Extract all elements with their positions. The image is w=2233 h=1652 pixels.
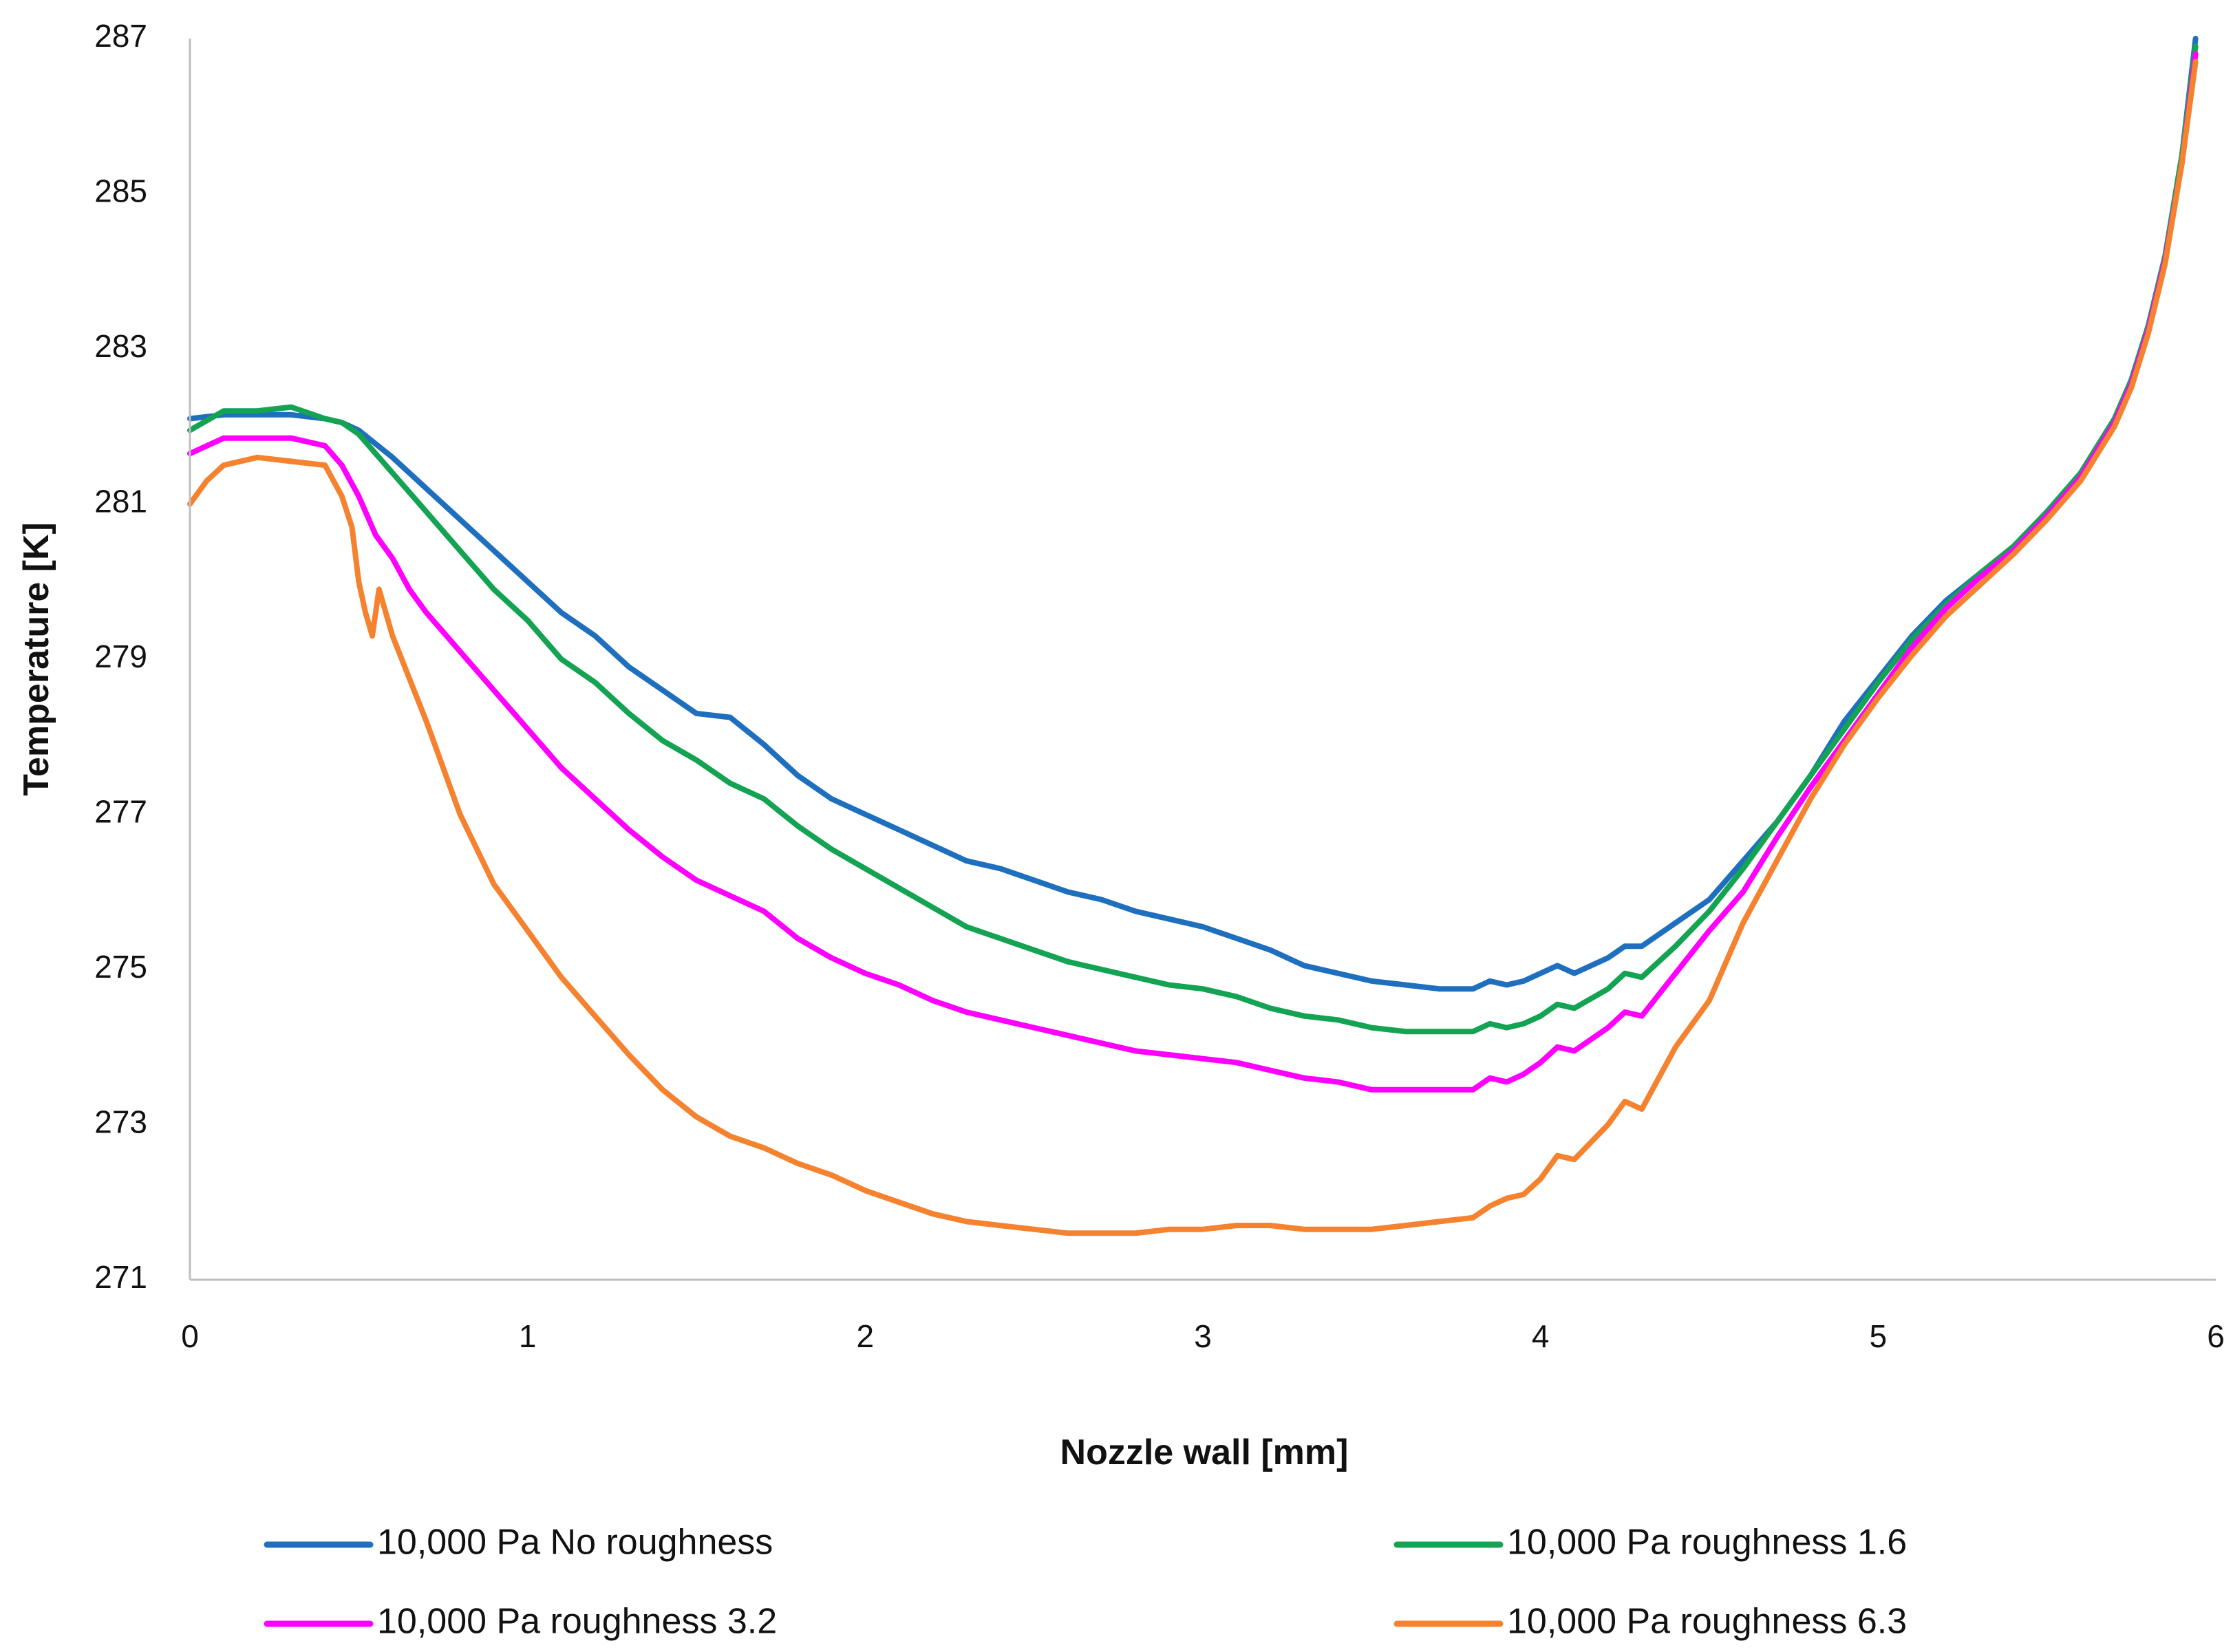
x-axis-tick-labels: 0 1 2 3 4 5 6 (181, 1318, 2225, 1354)
y-tick-label: 281 (94, 484, 147, 519)
legend: 10,000 Pa No roughness 10,000 Pa roughnes… (264, 1523, 1907, 1642)
y-tick-label: 287 (94, 18, 147, 54)
y-axis-tick-labels: 271 273 275 277 279 281 283 285 287 (94, 18, 147, 1295)
series-lines (187, 36, 2199, 1236)
y-axis-title: Temperature [K] (17, 522, 56, 796)
x-tick-label: 4 (1532, 1318, 1550, 1354)
legend-item-1: 10,000 Pa No roughness (264, 1523, 773, 1563)
x-tick-label: 3 (1194, 1318, 1212, 1354)
legend-label: 10,000 Pa roughness 3.2 (377, 1602, 777, 1642)
legend-label: 10,000 Pa roughness 1.6 (1507, 1523, 1907, 1563)
legend-item-4: 10,000 Pa roughness 6.3 (1393, 1602, 1907, 1642)
legend-item-2: 10,000 Pa roughness 1.6 (1393, 1523, 1907, 1563)
x-axis-title: Nozzle wall [mm] (1060, 1433, 1349, 1472)
x-tick-label: 5 (1870, 1318, 1888, 1354)
legend-label: 10,000 Pa roughness 6.3 (1507, 1602, 1907, 1642)
x-tick-label: 0 (181, 1318, 199, 1354)
legend-label: 10,000 Pa No roughness (377, 1523, 773, 1563)
y-tick-label: 279 (94, 639, 147, 674)
series-line-2 (187, 43, 2199, 1035)
y-tick-label: 277 (94, 794, 147, 830)
y-tick-label: 283 (94, 328, 147, 364)
y-tick-label: 285 (94, 173, 147, 209)
x-tick-label: 6 (2207, 1318, 2225, 1354)
y-tick-label: 273 (94, 1104, 147, 1140)
x-tick-label: 2 (857, 1318, 875, 1354)
y-tick-label: 271 (94, 1259, 147, 1295)
x-tick-label: 1 (519, 1318, 537, 1354)
legend-item-3: 10,000 Pa roughness 3.2 (264, 1602, 777, 1642)
series-line-1 (187, 36, 2199, 992)
series-line-3 (187, 51, 2199, 1093)
y-tick-label: 275 (94, 949, 147, 985)
series-line-4 (187, 58, 2199, 1236)
